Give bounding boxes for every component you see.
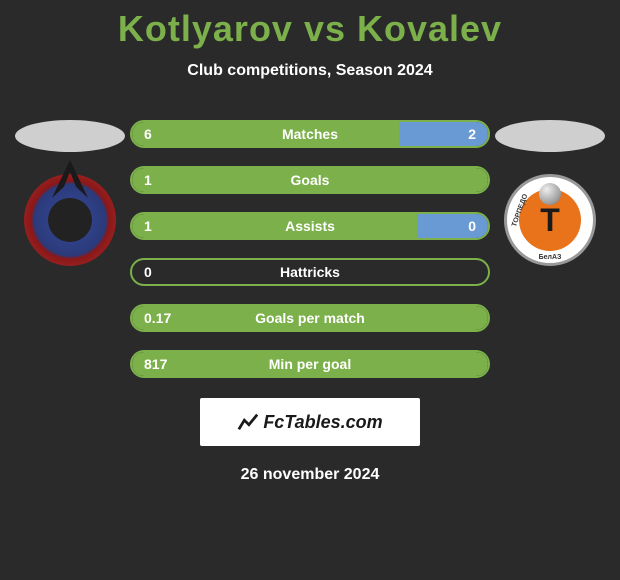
ball-icon — [539, 183, 561, 205]
page-title: Kotlyarov vs Kovalev — [118, 8, 502, 50]
stat-label: Goals — [132, 172, 488, 188]
club-right-sub: БелАЗ — [539, 254, 562, 261]
stat-label: Goals per match — [132, 310, 488, 326]
chart-icon — [237, 411, 259, 433]
brand-box: FcTables.com — [200, 398, 420, 446]
player-right-photo — [495, 120, 605, 152]
page-subtitle: Club competitions, Season 2024 — [187, 62, 432, 80]
brand-text: FcTables.com — [263, 412, 382, 433]
stat-label: Min per goal — [132, 356, 488, 372]
club-left-badge — [24, 174, 116, 266]
player-left-column — [10, 120, 130, 378]
player-right-column: T ТОРПЕДО БелАЗ — [490, 120, 610, 378]
stat-row: 0.17Goals per match — [130, 304, 490, 332]
stat-row: 817Min per goal — [130, 350, 490, 378]
club-right-badge: T ТОРПЕДО БелАЗ — [504, 174, 596, 266]
stat-row: 1Goals — [130, 166, 490, 194]
main-row: 62Matches 1Goals 10Assists 0Hattricks 0.17Go… — [0, 120, 620, 378]
comparison-infographic: Kotlyarov vs Kovalev Club competitions, … — [0, 0, 620, 580]
stat-row: 62Matches — [130, 120, 490, 148]
stat-label: Matches — [132, 126, 488, 142]
stats-bars: 62Matches 1Goals 10Assists 0Hattricks 0.17Go… — [130, 120, 490, 378]
stat-label: Assists — [132, 218, 488, 234]
stat-row: 10Assists — [130, 212, 490, 240]
player-left-photo — [15, 120, 125, 152]
date-text: 26 november 2024 — [241, 466, 380, 484]
stat-row: 0Hattricks — [130, 258, 490, 286]
stat-label: Hattricks — [132, 264, 488, 280]
